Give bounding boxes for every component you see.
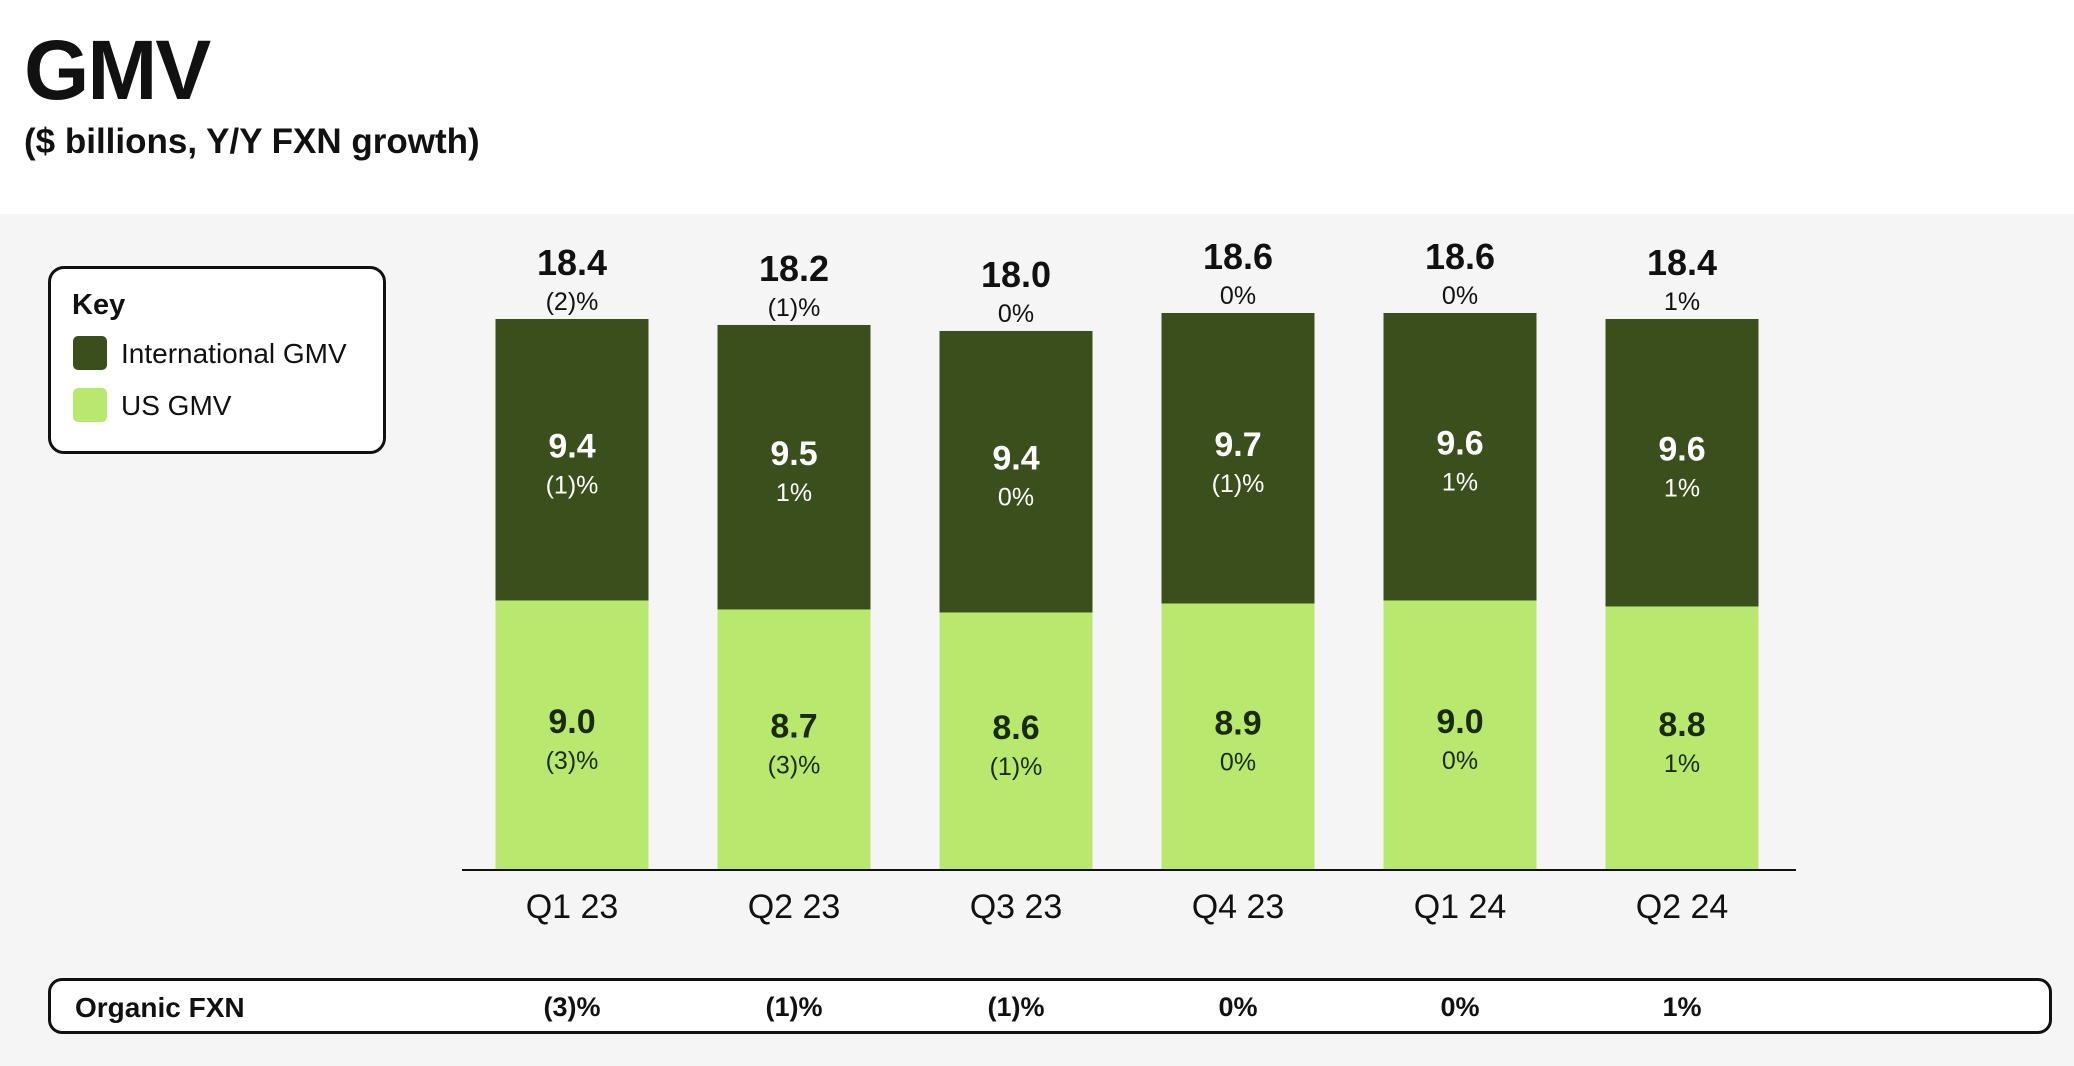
x-tick-label-0: Q1 23 xyxy=(526,888,619,926)
total-growth-label-4: 0% xyxy=(1442,282,1478,310)
x-tick-label-5: Q2 24 xyxy=(1636,888,1729,926)
total-growth-label-1: (1)% xyxy=(768,294,821,322)
organic-fxn-value-3: 0% xyxy=(1218,992,1258,1022)
legend-label-international: International GMV xyxy=(121,338,347,369)
total-value-label-2: 18.0 xyxy=(981,254,1051,295)
international-value-label-5: 9.6 xyxy=(1658,431,1705,469)
international-value-label-1: 9.5 xyxy=(770,435,817,473)
total-growth-label-0: (2)% xyxy=(546,288,599,316)
total-value-label-5: 18.4 xyxy=(1647,242,1717,283)
international-value-label-0: 9.4 xyxy=(548,428,595,466)
legend-title: Key xyxy=(72,289,126,321)
international-growth-label-1: 1% xyxy=(776,479,812,507)
bar-us-3 xyxy=(1161,603,1315,870)
international-growth-label-5: 1% xyxy=(1664,475,1700,503)
total-value-label-3: 18.6 xyxy=(1203,236,1273,277)
international-value-label-2: 9.4 xyxy=(992,440,1039,478)
legend-label-us: US GMV xyxy=(121,390,232,421)
bar-international-4 xyxy=(1383,313,1537,601)
international-growth-label-3: (1)% xyxy=(1212,470,1265,498)
us-value-label-3: 8.9 xyxy=(1214,705,1261,743)
total-growth-label-5: 1% xyxy=(1664,288,1700,316)
bar-us-5 xyxy=(1605,606,1759,870)
organic-fxn-value-2: (1)% xyxy=(987,992,1045,1022)
legend: Key International GMV US GMV xyxy=(48,266,386,454)
stacked-bar-chart: 9.0 (3)% 9.4 (1)% 18.4 (2)% Q1 23 8.7 (3)% 9.5 1% 1… xyxy=(462,236,1796,926)
organic-fxn-label: Organic FXN xyxy=(75,992,245,1023)
international-growth-label-2: 0% xyxy=(998,484,1034,512)
x-tick-label-3: Q4 23 xyxy=(1192,888,1285,926)
organic-fxn-value-4: 0% xyxy=(1440,992,1480,1022)
organic-fxn-value-1: (1)% xyxy=(765,992,823,1022)
organic-fxn-value-5: 1% xyxy=(1662,992,1702,1022)
bar-international-5 xyxy=(1605,318,1759,607)
us-value-label-2: 8.6 xyxy=(992,709,1039,747)
us-value-label-5: 8.8 xyxy=(1658,706,1705,744)
us-growth-label-3: 0% xyxy=(1220,749,1256,777)
x-tick-label-1: Q2 23 xyxy=(748,888,841,926)
bar-us-0 xyxy=(495,600,649,870)
bar-us-1 xyxy=(717,609,871,870)
total-value-label-1: 18.2 xyxy=(759,248,829,289)
us-growth-label-1: (3)% xyxy=(768,752,821,780)
international-growth-label-0: (1)% xyxy=(546,472,599,500)
us-growth-label-5: 1% xyxy=(1664,750,1700,778)
us-value-label-1: 8.7 xyxy=(770,708,817,746)
total-growth-label-2: 0% xyxy=(998,300,1034,328)
international-growth-label-4: 1% xyxy=(1442,469,1478,497)
legend-swatch-us xyxy=(73,388,107,422)
chart-subtitle: ($ billions, Y/Y FXN growth) xyxy=(24,122,480,161)
us-growth-label-2: (1)% xyxy=(990,753,1043,781)
international-value-label-3: 9.7 xyxy=(1214,426,1261,464)
chart-title: GMV xyxy=(24,23,211,117)
us-growth-label-0: (3)% xyxy=(546,747,599,775)
legend-swatch-international xyxy=(73,336,107,370)
total-value-label-4: 18.6 xyxy=(1425,236,1495,277)
x-tick-label-4: Q1 24 xyxy=(1414,888,1507,926)
bar-international-2 xyxy=(939,330,1093,613)
us-growth-label-4: 0% xyxy=(1442,747,1478,775)
bar-us-2 xyxy=(939,612,1093,870)
bar-international-1 xyxy=(717,324,871,610)
us-value-label-4: 9.0 xyxy=(1436,703,1483,741)
x-tick-label-2: Q3 23 xyxy=(970,888,1063,926)
us-value-label-0: 9.0 xyxy=(548,703,595,741)
international-value-label-4: 9.6 xyxy=(1436,425,1483,463)
organic-fxn-value-0: (3)% xyxy=(543,992,601,1022)
bar-international-3 xyxy=(1161,313,1315,604)
organic-fxn-row: Organic FXN (3)% (1)% (1)% 0% 0% 1% xyxy=(48,978,2052,1034)
bar-us-4 xyxy=(1383,600,1537,870)
bar-international-0 xyxy=(495,318,649,601)
total-growth-label-3: 0% xyxy=(1220,282,1256,310)
total-value-label-0: 18.4 xyxy=(537,242,607,283)
